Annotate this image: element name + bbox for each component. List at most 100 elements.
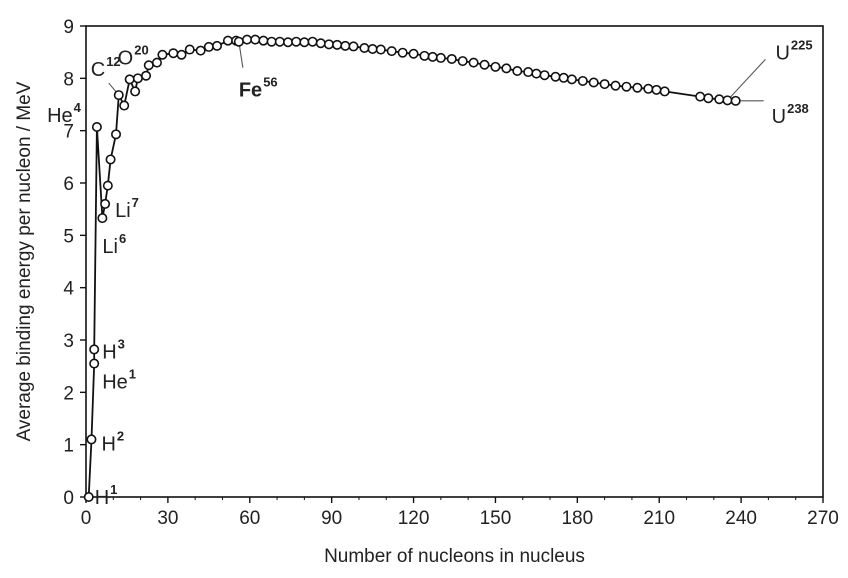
- isotope-mass-number: 2: [117, 428, 124, 443]
- x-tick-label: 60: [239, 508, 260, 529]
- data-point: [83, 491, 94, 502]
- data-point: [323, 39, 334, 50]
- data-point: [168, 48, 179, 59]
- data-point: [250, 34, 261, 45]
- data-point: [722, 95, 733, 106]
- data-point: [222, 35, 233, 46]
- x-tick-label: 0: [81, 508, 92, 529]
- data-point: [531, 68, 542, 79]
- y-tick-label: 3: [63, 331, 74, 352]
- isotope-label: C12: [91, 54, 121, 81]
- x-tick-label: 90: [321, 508, 342, 529]
- data-point: [307, 36, 318, 47]
- data-point: [119, 100, 130, 111]
- y-tick-label: 2: [63, 383, 74, 404]
- y-tick-label: 1: [63, 436, 74, 457]
- data-point: [446, 53, 457, 64]
- data-point: [332, 39, 343, 50]
- x-tick-label: 120: [398, 508, 430, 529]
- data-point: [141, 70, 152, 81]
- data-point: [550, 71, 561, 82]
- isotope-mass-number: 6: [119, 231, 126, 246]
- x-axis-title: Number of nucleons in nucleus: [324, 546, 585, 567]
- y-tick-label: 0: [63, 488, 74, 509]
- data-point: [184, 44, 195, 55]
- data-point: [457, 56, 468, 67]
- isotope-symbol: Fe: [239, 80, 262, 102]
- data-point: [610, 80, 621, 91]
- data-point: [113, 90, 124, 101]
- isotope-symbol: Li: [115, 200, 131, 222]
- isotope-symbol: H: [102, 341, 116, 363]
- data-point: [386, 46, 397, 57]
- data-point: [274, 36, 285, 47]
- data-point: [408, 48, 419, 59]
- data-point: [291, 36, 302, 47]
- data-point: [89, 344, 100, 355]
- data-point: [375, 44, 386, 55]
- data-point: [490, 61, 501, 72]
- data-point: [523, 67, 534, 78]
- y-tick-label: 6: [63, 174, 74, 195]
- isotope-symbol: O: [118, 47, 134, 69]
- data-point: [102, 180, 113, 191]
- data-point: [501, 63, 512, 74]
- isotope-symbol: U: [775, 42, 789, 64]
- isotope-mass-number: 3: [118, 336, 125, 351]
- isotope-symbol: C: [91, 59, 105, 81]
- isotope-mass-number: 20: [134, 42, 148, 57]
- data-point: [100, 198, 111, 209]
- data-point: [97, 213, 108, 224]
- data-point: [282, 37, 293, 48]
- isotope-symbol: H: [101, 433, 115, 455]
- isotope-label: H2: [101, 428, 124, 455]
- series-line-layer: [87, 38, 736, 498]
- data-point: [397, 47, 408, 58]
- isotope-mass-number: 1: [110, 482, 117, 497]
- data-point: [427, 51, 438, 62]
- isotope-mass-number: 4: [74, 100, 82, 115]
- data-point: [157, 49, 168, 60]
- data-point: [195, 45, 206, 56]
- data-point: [266, 36, 277, 47]
- data-point: [558, 72, 569, 83]
- data-point: [468, 57, 479, 68]
- isotope-label: U238: [772, 101, 809, 128]
- x-tick-label: 270: [807, 508, 839, 529]
- data-point: [730, 95, 741, 106]
- data-point: [419, 50, 430, 61]
- isotope-mass-number: 238: [787, 101, 809, 116]
- data-point: [703, 93, 714, 104]
- data-point: [233, 36, 244, 47]
- isotope-label: Fe56: [239, 75, 278, 102]
- data-point: [130, 86, 141, 97]
- y-tick-label: 8: [63, 69, 74, 90]
- series-line: [87, 38, 736, 498]
- y-axis-title: Average binding energy per nucleon / MeV: [14, 81, 35, 441]
- isotope-mass-number: 56: [263, 75, 277, 90]
- data-point: [512, 66, 523, 77]
- data-point: [143, 60, 154, 71]
- plot-frame: [85, 25, 824, 498]
- data-point: [651, 84, 662, 95]
- x-tick-label: 180: [561, 508, 593, 529]
- isotope-symbol: He: [47, 105, 73, 127]
- y-tick-label: 4: [63, 279, 74, 300]
- data-point: [315, 38, 326, 49]
- isotope-label: Li7: [115, 195, 139, 222]
- isotope-label: O20: [118, 42, 149, 69]
- data-point: [86, 434, 97, 445]
- y-tick-label: 5: [63, 226, 74, 247]
- markers-layer: [83, 34, 741, 502]
- isotope-mass-number: 225: [791, 37, 813, 52]
- isotope-mass-number: 7: [132, 195, 139, 210]
- isotope-label: He1: [102, 367, 136, 394]
- data-point: [212, 40, 223, 51]
- y-tick-label: 7: [63, 122, 74, 143]
- data-point: [203, 41, 214, 52]
- data-point: [176, 49, 187, 60]
- data-point: [621, 81, 632, 92]
- data-point: [91, 122, 102, 133]
- data-point: [348, 41, 359, 52]
